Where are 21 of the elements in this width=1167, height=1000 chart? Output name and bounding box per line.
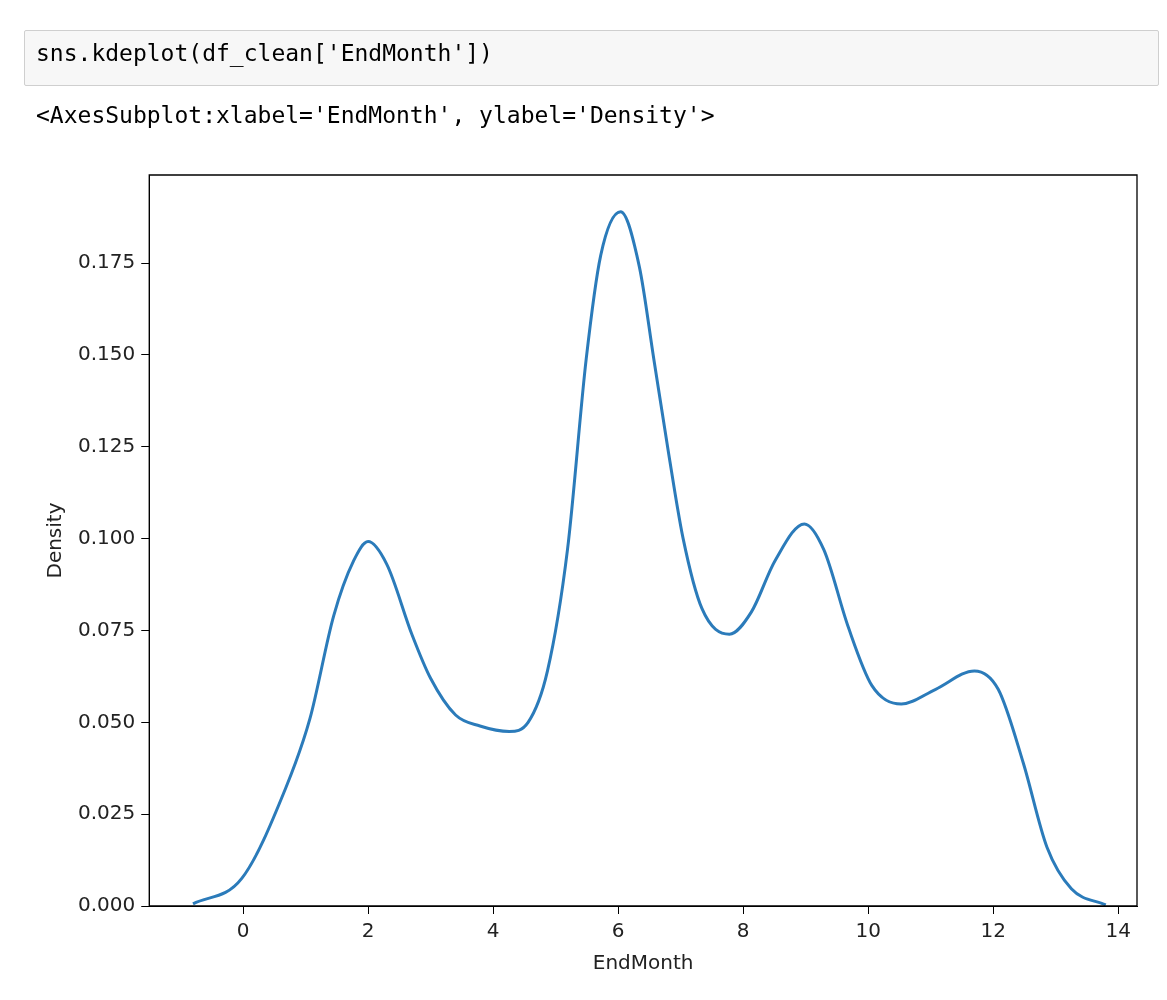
y-tick-label: 0.100 [77, 524, 136, 549]
text: sns.kdeplot(df_clean['EndMonth']) [36, 40, 493, 66]
y-axis-title: Density [42, 502, 67, 579]
x-tick-label: 4 [486, 918, 500, 943]
x-tick-label: 2 [361, 918, 375, 943]
y-tick-label: 0.175 [77, 249, 136, 274]
y-tick-label: 0.000 [77, 892, 136, 917]
x-tick-label: 10 [855, 918, 881, 943]
x-tick-label: 14 [1105, 918, 1131, 943]
text: <AxesSubplot:xlabel='EndMonth', ylabel='Density'> [36, 102, 715, 128]
x-tick-label: 0 [236, 918, 250, 943]
x-tick-label: 6 [611, 918, 625, 943]
x-axis-title: EndMonth [592, 950, 694, 975]
y-tick-label: 0.150 [77, 341, 136, 366]
y-tick-label: 0.125 [77, 433, 136, 458]
x-tick-label: 12 [980, 918, 1006, 943]
line-series [191, 210, 1108, 906]
x-tick-label: 8 [736, 918, 750, 943]
y-tick-label: 0.075 [77, 616, 136, 641]
y-tick-label: 0.050 [77, 708, 136, 733]
y-tick-label: 0.025 [77, 800, 136, 825]
